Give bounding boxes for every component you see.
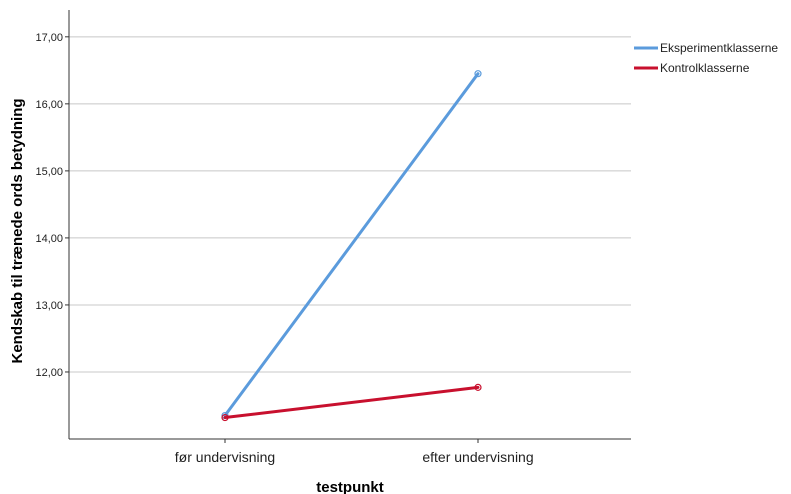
legend-label: Eksperimentklasserne: [660, 41, 778, 55]
y-tick-label: 16,00: [35, 99, 63, 111]
y-tick-label: 13,00: [35, 300, 63, 312]
y-tick-label: 14,00: [35, 233, 63, 245]
x-category-label: efter undervisning: [422, 449, 533, 465]
y-axis-ticks: 12,00 13,00 14,00 15,00 16,00 17,00: [35, 32, 69, 379]
series-lines: [221, 70, 482, 422]
axes: [68, 10, 631, 440]
y-axis-title: Kendskab til trænede ords betydning: [9, 98, 26, 363]
series-line: [223, 385, 480, 420]
data-point: [474, 383, 482, 391]
legend-label: Kontrolklasserne: [660, 61, 750, 75]
data-point: [474, 70, 482, 78]
series-line: [223, 72, 480, 418]
x-axis-title: testpunkt: [316, 479, 384, 494]
legend: Eksperimentklasserne Kontrolklasserne: [634, 41, 778, 75]
y-tick-label: 15,00: [35, 166, 63, 178]
x-category-label: før undervisning: [175, 449, 275, 465]
x-axis-categories: før undervisning efter undervisning: [175, 439, 534, 465]
data-point: [221, 413, 229, 422]
y-tick-label: 17,00: [35, 32, 63, 44]
grid-lines: [69, 36, 631, 373]
y-tick-label: 12,00: [35, 367, 63, 379]
